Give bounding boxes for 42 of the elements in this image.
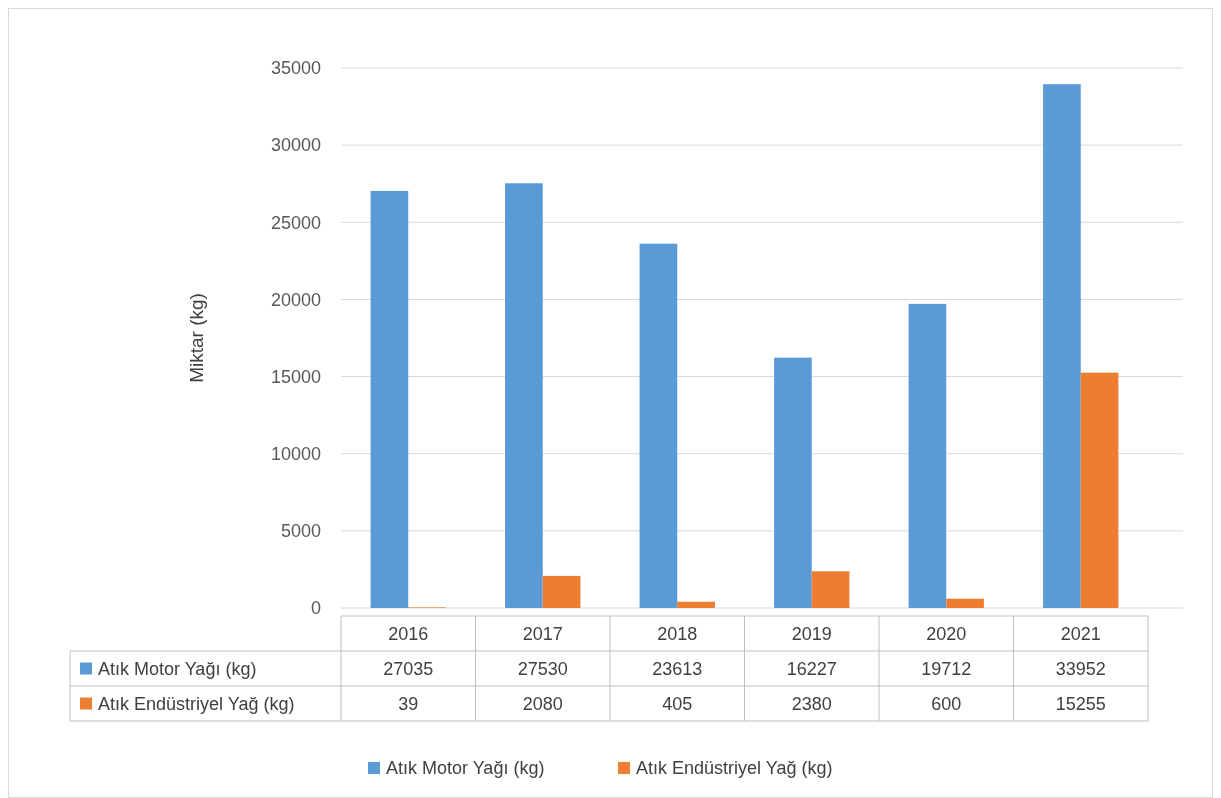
y-axis-title: Miktar (kg) <box>186 293 207 383</box>
y-tick-label: 30000 <box>270 135 321 156</box>
data-label: 23613 <box>652 658 703 679</box>
y-tick-label: 35000 <box>270 58 321 79</box>
bar <box>505 183 543 608</box>
bar <box>1080 372 1119 608</box>
bar <box>677 601 715 608</box>
y-tick-label: 25000 <box>270 212 321 233</box>
legend-label: Atık Motor Yağı (kg) <box>98 658 257 679</box>
text: Atık Endüstriyel Yağ (kg) <box>636 758 833 779</box>
y-tick-label: 15000 <box>270 366 321 387</box>
bar <box>946 598 984 608</box>
bar <box>370 190 409 608</box>
data-label: 15255 <box>1055 693 1106 714</box>
x-tick-label: 2019 <box>791 623 832 644</box>
x-tick-label: 2021 <box>1060 623 1101 644</box>
legend-label: Atık Endüstriyel Yağ (kg) <box>98 693 295 714</box>
data-label: 27530 <box>517 658 568 679</box>
x-tick-label: 2016 <box>388 623 429 644</box>
data-label: 405 <box>662 693 693 714</box>
data-label: 19712 <box>921 658 972 679</box>
y-tick-label: 20000 <box>270 289 321 310</box>
text: Atık Motor Yağı (kg) <box>386 758 545 779</box>
data-label: 2380 <box>791 693 832 714</box>
data-label: 33952 <box>1055 658 1106 679</box>
x-tick-label: 2020 <box>926 623 967 644</box>
y-tick-label: 10000 <box>270 444 321 465</box>
x-tick-label: 2018 <box>657 623 698 644</box>
data-label: 27035 <box>383 658 434 679</box>
y-tick-label: 5000 <box>280 521 321 542</box>
bar <box>811 571 850 608</box>
y-tick-label: 0 <box>310 598 321 619</box>
bar <box>639 243 678 608</box>
data-label: 2080 <box>522 693 563 714</box>
data-label: 600 <box>931 693 962 714</box>
data-label: 16227 <box>786 658 837 679</box>
bar <box>774 357 812 608</box>
data-label: 39 <box>398 693 419 714</box>
bar <box>1043 84 1081 608</box>
bar <box>908 303 947 608</box>
x-tick-label: 2017 <box>522 623 563 644</box>
bar <box>542 575 581 608</box>
